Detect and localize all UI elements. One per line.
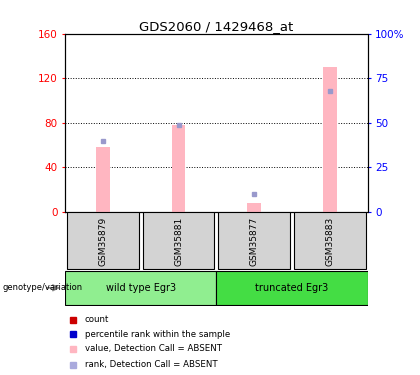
Bar [323, 67, 336, 212]
Bar [96, 147, 110, 212]
Bar [142, 213, 214, 269]
Text: GSM35881: GSM35881 [174, 216, 183, 266]
Text: truncated Egr3: truncated Egr3 [255, 283, 328, 293]
Text: value, Detection Call = ABSENT: value, Detection Call = ABSENT [85, 344, 222, 353]
Title: GDS2060 / 1429468_at: GDS2060 / 1429468_at [139, 20, 294, 33]
Bar [172, 125, 185, 212]
Text: GSM35883: GSM35883 [325, 216, 334, 266]
Text: genotype/variation: genotype/variation [2, 284, 82, 292]
Text: GSM35877: GSM35877 [249, 216, 259, 266]
Bar [294, 213, 365, 269]
Bar [247, 203, 261, 212]
Text: wild type Egr3: wild type Egr3 [106, 283, 176, 293]
Bar [65, 271, 216, 305]
Bar [218, 213, 290, 269]
Text: rank, Detection Call = ABSENT: rank, Detection Call = ABSENT [85, 360, 218, 369]
Text: count: count [85, 315, 109, 324]
Bar [216, 271, 368, 305]
Text: GSM35879: GSM35879 [98, 216, 108, 266]
Bar [67, 213, 139, 269]
Text: percentile rank within the sample: percentile rank within the sample [85, 330, 230, 339]
